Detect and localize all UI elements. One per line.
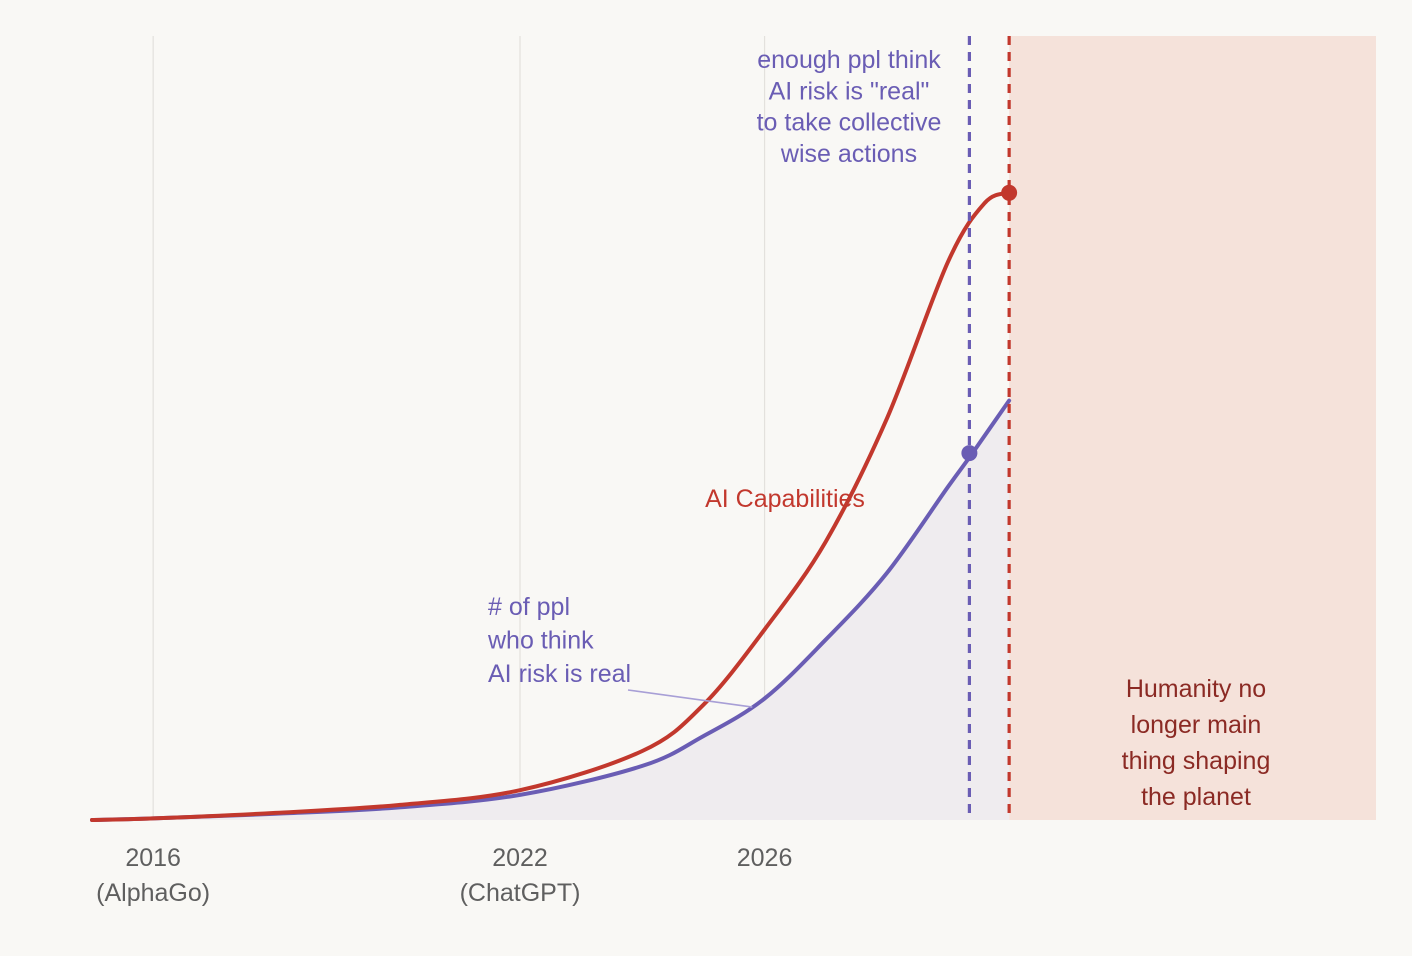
threshold-vlines <box>967 36 1011 820</box>
awareness-annotation-line: AI risk is real <box>488 660 631 688</box>
region-annotation-line: the planet <box>1141 783 1251 811</box>
x-tick-label: 2026 <box>737 844 793 872</box>
capabilities-series-line <box>90 190 1012 822</box>
region-annotation-line: longer main <box>1131 711 1262 739</box>
threshold-annotation-line: to take collective <box>757 109 942 137</box>
series-markers <box>961 184 1018 462</box>
awareness-area-fill <box>92 400 1010 820</box>
annotations: enough ppl think AI risk is "real" to take… <box>487 46 1270 811</box>
grid <box>152 36 766 820</box>
x-tick-sublabel: (AlphaGo) <box>96 879 210 907</box>
x-tick-sublabel: (ChatGPT) <box>460 879 581 907</box>
threshold-annotation-line: wise actions <box>780 140 917 168</box>
x-tick-label: 2016 <box>125 844 181 872</box>
awareness-leader-line <box>627 689 753 708</box>
awareness-annotation-line: # of ppl <box>488 593 570 621</box>
marker-0 <box>1001 184 1018 201</box>
x-axis-ticks: 2016 (AlphaGo) 2022 (ChatGPT) 2026 <box>96 844 792 907</box>
awareness-annotation-line: who think <box>487 627 594 655</box>
x-tick-label: 2022 <box>492 844 548 872</box>
region-annotation-line: Humanity no <box>1126 675 1266 703</box>
marker-1 <box>961 445 978 462</box>
capabilities-label: AI Capabilities <box>705 485 865 513</box>
region-annotation-line: thing shaping <box>1122 747 1271 775</box>
threshold-region <box>1009 36 1376 820</box>
threshold-annotation-line: enough ppl think <box>757 46 941 74</box>
threshold-annotation-line: AI risk is "real" <box>769 77 930 105</box>
